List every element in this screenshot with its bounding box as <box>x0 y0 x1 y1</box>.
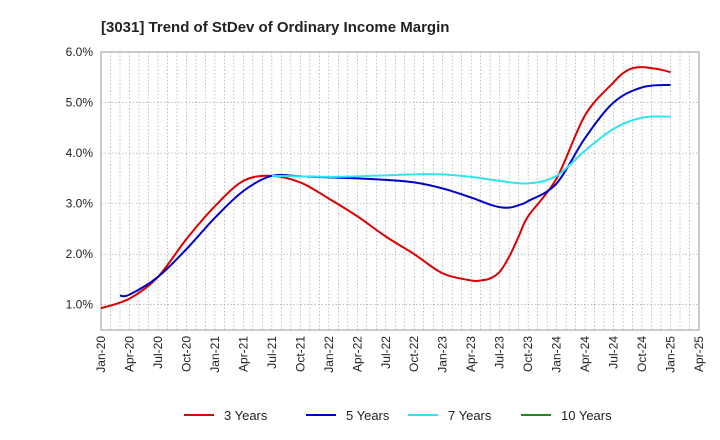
legend-label: 7 Years <box>448 408 492 423</box>
x-tick-label: Jan-23 <box>436 336 450 373</box>
chart-title: [3031] Trend of StDev of Ordinary Income… <box>101 19 449 36</box>
x-tick-label: Jul-23 <box>493 336 507 369</box>
x-axis: Jan-20 Apr-20 Jul-20 Oct-20 Jan-21 Apr-21 Jul-… <box>94 336 706 373</box>
x-tick-label: Oct-24 <box>635 336 649 372</box>
plot-area <box>100 51 700 331</box>
x-tick-label: Apr-24 <box>578 336 592 372</box>
x-tick-label: Oct-23 <box>521 336 535 372</box>
x-tick-label: Oct-21 <box>293 336 307 372</box>
grid <box>100 51 700 330</box>
x-tick-label: Jan-21 <box>208 336 222 373</box>
y-axis: 1.0% 2.0% 3.0% 4.0% 5.0% 6.0% <box>66 45 94 312</box>
x-tick-label: Apr-22 <box>350 336 364 372</box>
x-tick-label: Apr-23 <box>464 336 478 372</box>
x-tick-label: Jul-20 <box>151 336 165 369</box>
x-tick-label: Jan-22 <box>322 336 336 373</box>
series-line-2 <box>119 83 671 298</box>
series-line-1 <box>100 66 671 310</box>
x-tick-label: Apr-25 <box>692 336 706 372</box>
legend: 3 Years 5 Years 7 Years 10 Years <box>184 408 612 423</box>
legend-label: 3 Years <box>224 408 268 423</box>
x-tick-label: Jul-21 <box>265 336 279 369</box>
series-lines <box>100 66 671 310</box>
x-tick-label: Jan-24 <box>550 336 564 373</box>
x-tick-label: Jan-20 <box>94 336 108 373</box>
x-tick-label: Oct-22 <box>407 336 421 372</box>
series-line-3 <box>271 115 671 185</box>
y-tick-label: 6.0% <box>66 45 94 59</box>
x-tick-label: Jan-25 <box>664 336 678 373</box>
y-tick-label: 2.0% <box>66 247 94 261</box>
y-tick-label: 3.0% <box>66 197 94 211</box>
x-tick-label: Apr-21 <box>236 336 250 372</box>
x-tick-label: Oct-20 <box>179 336 193 372</box>
y-tick-label: 4.0% <box>66 146 94 160</box>
y-tick-label: 5.0% <box>66 96 94 110</box>
legend-label: 5 Years <box>346 408 390 423</box>
y-tick-label: 1.0% <box>66 298 94 312</box>
x-tick-label: Apr-20 <box>122 336 136 372</box>
x-tick-label: Jul-22 <box>379 336 393 369</box>
x-tick-label: Jul-24 <box>607 336 621 369</box>
legend-label: 10 Years <box>561 408 612 423</box>
